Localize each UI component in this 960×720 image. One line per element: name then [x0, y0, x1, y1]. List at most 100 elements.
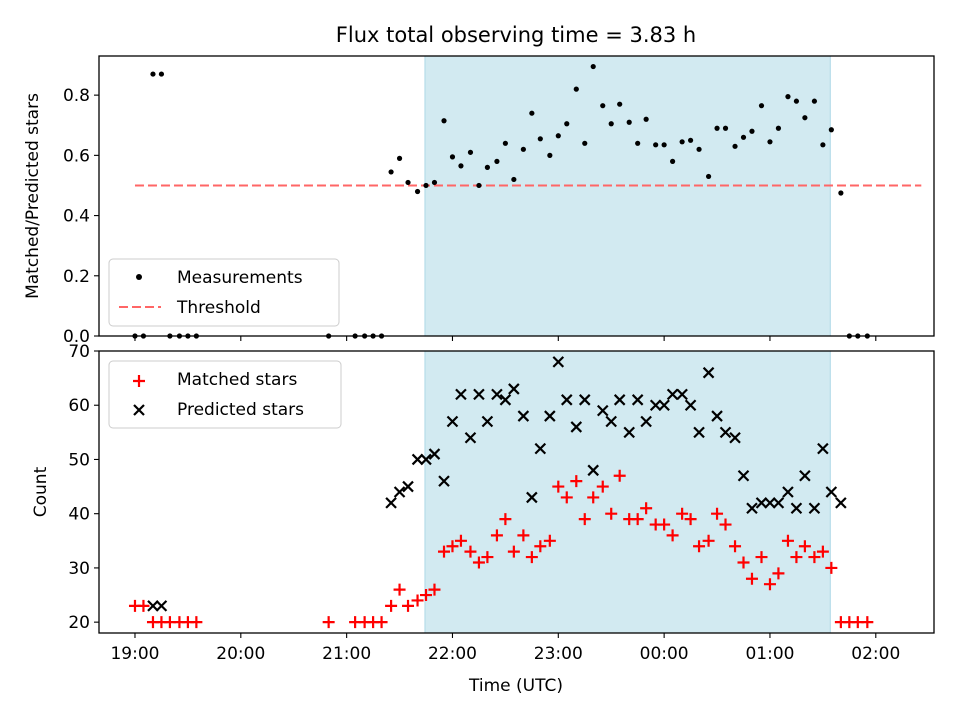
measurement-point: [749, 128, 755, 134]
matched-point: [472, 556, 485, 569]
measurement-point: [590, 63, 596, 70]
chart-title: Flux total observing time = 3.83 h: [336, 23, 696, 47]
measurement-point: [696, 146, 702, 152]
legend-measurements-label: Measurements: [177, 268, 303, 288]
matched-point: [755, 551, 768, 564]
predicted-point: [790, 502, 803, 515]
matched-point: [375, 616, 388, 629]
measurement-point: [529, 110, 535, 116]
ratio-panel: 0.00.20.40.60.8 Matched/Predicted stars …: [23, 55, 935, 347]
measurement-point: [520, 146, 526, 152]
predicted-point: [544, 410, 556, 422]
measurement-point: [767, 139, 773, 145]
predicted-point: [711, 410, 723, 422]
ratio-ytick-label: 0.8: [63, 86, 90, 106]
measurement-point: [785, 94, 791, 100]
predicted-point: [808, 502, 821, 515]
measurement-point: [158, 71, 165, 77]
matched-point: [808, 551, 821, 564]
matched-point: [560, 491, 573, 504]
count-ytick-label: 60: [68, 396, 90, 416]
legend-threshold-label: Threshold: [176, 298, 261, 318]
measurement-point: [573, 86, 579, 92]
measurement-point: [802, 115, 808, 121]
measurement-point: [653, 142, 659, 148]
matched-point: [861, 616, 874, 629]
predicted-point: [676, 388, 688, 401]
count-xtick-label: 23:00: [534, 644, 583, 664]
measurement-point: [775, 125, 782, 131]
measurement-point: [555, 133, 561, 139]
predicted-point: [719, 426, 732, 439]
matched-point: [490, 529, 503, 542]
measurement-point: [820, 142, 826, 148]
measurement-point: [811, 98, 818, 104]
count-xtick-label: 20:00: [216, 644, 265, 664]
measurement-point: [714, 125, 720, 131]
matched-point: [552, 480, 565, 493]
count-ytick-label: 20: [68, 613, 90, 633]
predicted-point: [491, 388, 503, 401]
predicted-point: [155, 600, 168, 612]
highlight-span: [424, 55, 831, 337]
predicted-point: [799, 469, 811, 482]
matched-point: [737, 556, 750, 569]
measurement-point: [635, 140, 641, 146]
predicted-point: [481, 415, 494, 428]
measurement-point: [494, 158, 500, 164]
measurement-point: [476, 182, 482, 189]
predicted-point: [737, 469, 750, 482]
matched-point: [605, 507, 618, 520]
count-ytick-label: 50: [68, 450, 90, 470]
matched-point: [385, 599, 398, 612]
legend-predicted-marker: [133, 404, 145, 416]
matched-point: [402, 599, 415, 612]
predicted-point: [147, 600, 159, 612]
matched-point: [190, 616, 203, 629]
matched-point: [517, 529, 530, 542]
measurement-point: [449, 154, 456, 160]
measurement-point: [511, 176, 517, 183]
matched-point: [676, 507, 689, 520]
predicted-point: [420, 453, 432, 466]
matched-point: [684, 513, 697, 526]
predicted-point: [640, 415, 652, 428]
predicted-point: [455, 388, 467, 401]
matched-point: [702, 534, 715, 547]
predicted-point: [499, 394, 512, 406]
predicted-point: [446, 415, 459, 428]
measurement-point: [582, 140, 588, 146]
matched-point: [596, 480, 609, 493]
measurement-point: [502, 140, 508, 146]
count-xtick-label: 21:00: [322, 644, 371, 664]
matched-point: [525, 551, 538, 564]
predicted-point: [729, 431, 741, 444]
predicted-point: [631, 394, 644, 406]
predicted-point: [411, 453, 424, 466]
predicted-point: [746, 502, 758, 515]
matched-point: [781, 534, 794, 547]
matched-point: [790, 551, 803, 564]
matched-point: [719, 518, 732, 531]
count-ytick-label: 40: [68, 505, 90, 525]
measurement-point: [431, 179, 438, 186]
matched-point: [587, 491, 600, 504]
matched-point: [745, 572, 758, 585]
measurement-point: [564, 121, 570, 127]
predicted-point: [534, 442, 547, 455]
count-legend-box: [108, 360, 342, 429]
predicted-point: [552, 356, 565, 368]
ratio-legend-box: [108, 258, 340, 327]
matched-point: [613, 469, 626, 482]
measurement-point: [740, 134, 747, 140]
measurement-point: [626, 119, 632, 125]
measurement-point: [838, 190, 844, 196]
matched-point: [543, 534, 556, 547]
measurement-point: [547, 152, 553, 158]
measurement-point: [828, 127, 834, 133]
matched-point: [322, 616, 335, 629]
measurement-point: [722, 125, 729, 131]
matched-point: [825, 561, 838, 574]
matched-point: [772, 567, 785, 580]
